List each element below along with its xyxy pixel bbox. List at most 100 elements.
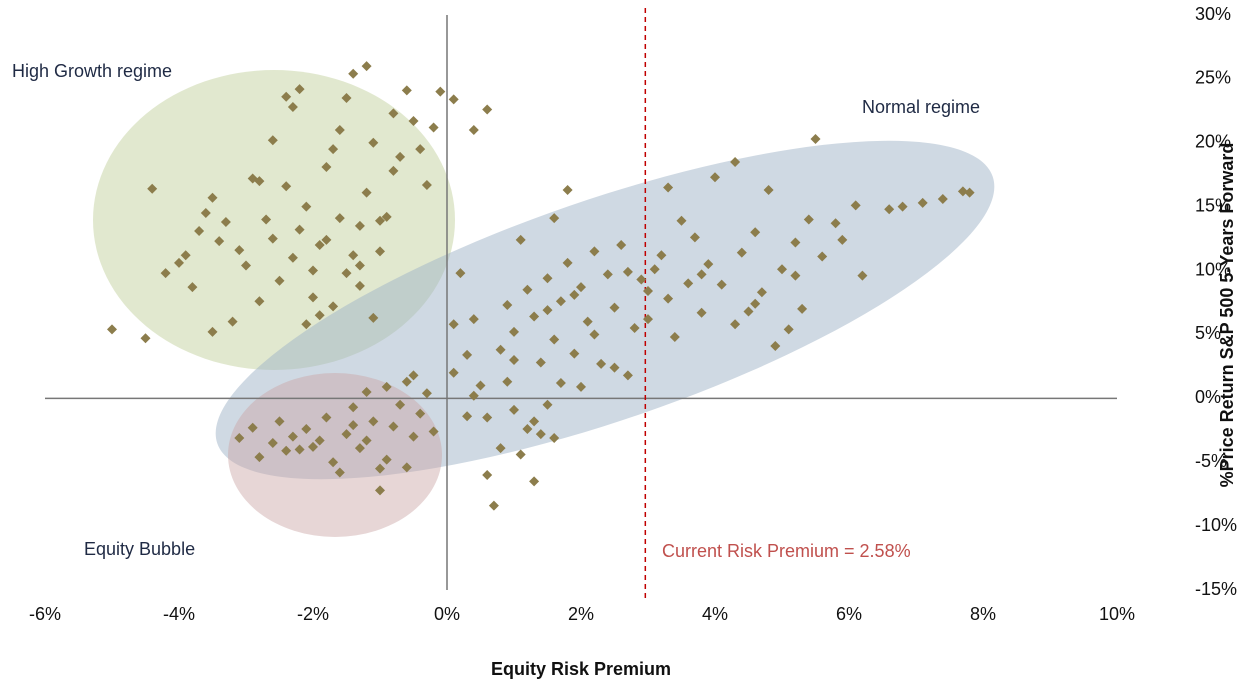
point xyxy=(428,426,439,437)
point xyxy=(388,421,399,432)
x-tick-label: 4% xyxy=(702,604,728,624)
x-tick-label: -4% xyxy=(163,604,195,624)
point xyxy=(348,402,359,413)
point xyxy=(267,135,278,146)
point xyxy=(381,454,392,465)
point xyxy=(797,303,808,314)
point xyxy=(602,269,613,280)
point xyxy=(770,340,781,351)
point xyxy=(401,462,412,473)
point xyxy=(917,197,928,208)
point xyxy=(663,293,674,304)
point xyxy=(475,380,486,391)
y-tick-label: -15% xyxy=(1195,579,1237,599)
point xyxy=(314,310,325,321)
y-tick-label: 25% xyxy=(1195,68,1231,88)
point xyxy=(462,349,473,360)
point xyxy=(207,326,218,337)
point xyxy=(663,182,674,193)
point xyxy=(281,181,292,192)
point xyxy=(408,431,419,442)
point xyxy=(549,213,560,224)
point xyxy=(482,412,493,423)
point xyxy=(857,270,868,281)
point xyxy=(334,467,345,478)
point xyxy=(294,224,305,235)
y-tick-label: 30% xyxy=(1195,4,1231,24)
point xyxy=(468,125,479,135)
point xyxy=(375,215,385,226)
annotation: Equity Bubble xyxy=(84,539,195,559)
point xyxy=(200,208,211,219)
point xyxy=(455,268,466,279)
x-tick-label: 8% xyxy=(970,604,996,624)
point xyxy=(267,438,278,449)
point xyxy=(381,381,392,392)
point xyxy=(696,307,707,318)
point xyxy=(328,301,339,312)
point xyxy=(689,232,700,243)
point xyxy=(569,289,580,300)
point xyxy=(783,324,794,335)
point xyxy=(636,274,647,285)
point xyxy=(448,319,459,330)
point xyxy=(247,173,258,184)
point xyxy=(334,213,345,224)
point xyxy=(241,260,251,271)
point xyxy=(495,443,506,454)
point xyxy=(247,422,258,433)
point xyxy=(428,122,439,133)
x-tick-label: -6% xyxy=(29,604,61,624)
point xyxy=(817,251,828,262)
point xyxy=(482,470,493,480)
point xyxy=(750,298,761,309)
point xyxy=(582,316,593,327)
x-tick-label: 10% xyxy=(1099,604,1135,624)
point xyxy=(555,378,566,388)
point xyxy=(147,183,158,194)
point xyxy=(395,151,406,162)
point xyxy=(448,367,459,378)
point xyxy=(542,399,553,410)
point xyxy=(468,390,479,401)
point xyxy=(542,273,553,284)
point xyxy=(830,218,841,229)
annotation: Current Risk Premium = 2.58% xyxy=(662,541,911,561)
point xyxy=(107,324,117,335)
point xyxy=(790,237,801,248)
point xyxy=(710,172,720,183)
point xyxy=(341,429,352,440)
point xyxy=(421,388,432,399)
point xyxy=(756,287,767,298)
point xyxy=(281,445,292,456)
point xyxy=(348,250,359,261)
point xyxy=(375,485,385,496)
point xyxy=(287,252,298,263)
point xyxy=(522,284,533,295)
point xyxy=(287,102,298,112)
point xyxy=(515,449,526,460)
point xyxy=(777,264,787,275)
point xyxy=(361,61,372,72)
point xyxy=(308,292,318,303)
point xyxy=(234,432,245,443)
point xyxy=(254,452,265,463)
point xyxy=(274,416,285,427)
point xyxy=(576,282,586,293)
point xyxy=(368,312,379,323)
point xyxy=(810,133,821,144)
point xyxy=(743,306,754,317)
point xyxy=(957,186,968,197)
point xyxy=(294,444,305,455)
point xyxy=(964,187,975,198)
point xyxy=(502,376,513,387)
point xyxy=(509,326,519,337)
point xyxy=(609,362,620,373)
point xyxy=(535,429,546,440)
point xyxy=(301,424,312,434)
point xyxy=(629,323,640,334)
point xyxy=(529,476,540,487)
point xyxy=(683,278,694,289)
point xyxy=(522,424,533,434)
